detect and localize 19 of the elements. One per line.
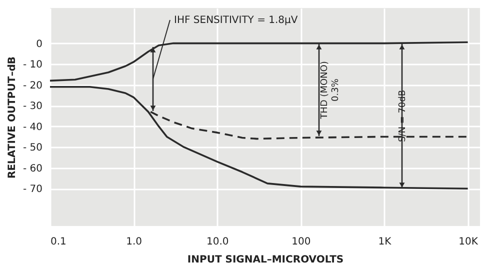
x-tick-label: 0.1 <box>50 236 66 248</box>
x-tick-label: 1.0 <box>126 236 142 248</box>
y-tick-label: - 30 <box>22 101 42 112</box>
x-tick-label: 100 <box>292 236 311 248</box>
y-tick-label: - 60 <box>22 163 42 174</box>
annotation: THD (MONO) 0.3% <box>320 61 341 120</box>
x-tick-label: 1K <box>378 236 392 248</box>
x-tick-label: 10K <box>458 236 478 248</box>
y-tick-label: 0 <box>36 38 42 50</box>
y-tick-label: - 50 <box>22 142 42 154</box>
annotation: IHF SENSITIVITY = 1.8μV <box>174 15 298 26</box>
annotation: S/N = 70dB <box>398 90 408 142</box>
x-tick-label: 10.0 <box>206 236 229 248</box>
y-tick-label: - 70 <box>22 184 42 196</box>
y-tick-label: - 40 <box>22 122 42 133</box>
y-axis-title: RELATIVE OUTPUT–dB <box>6 56 18 178</box>
y-tick-label: - 20 <box>22 80 42 92</box>
y-tick-label: - 10 <box>22 60 42 71</box>
x-axis-title: INPUT SIGNAL–MICROVOLTS <box>187 254 344 266</box>
